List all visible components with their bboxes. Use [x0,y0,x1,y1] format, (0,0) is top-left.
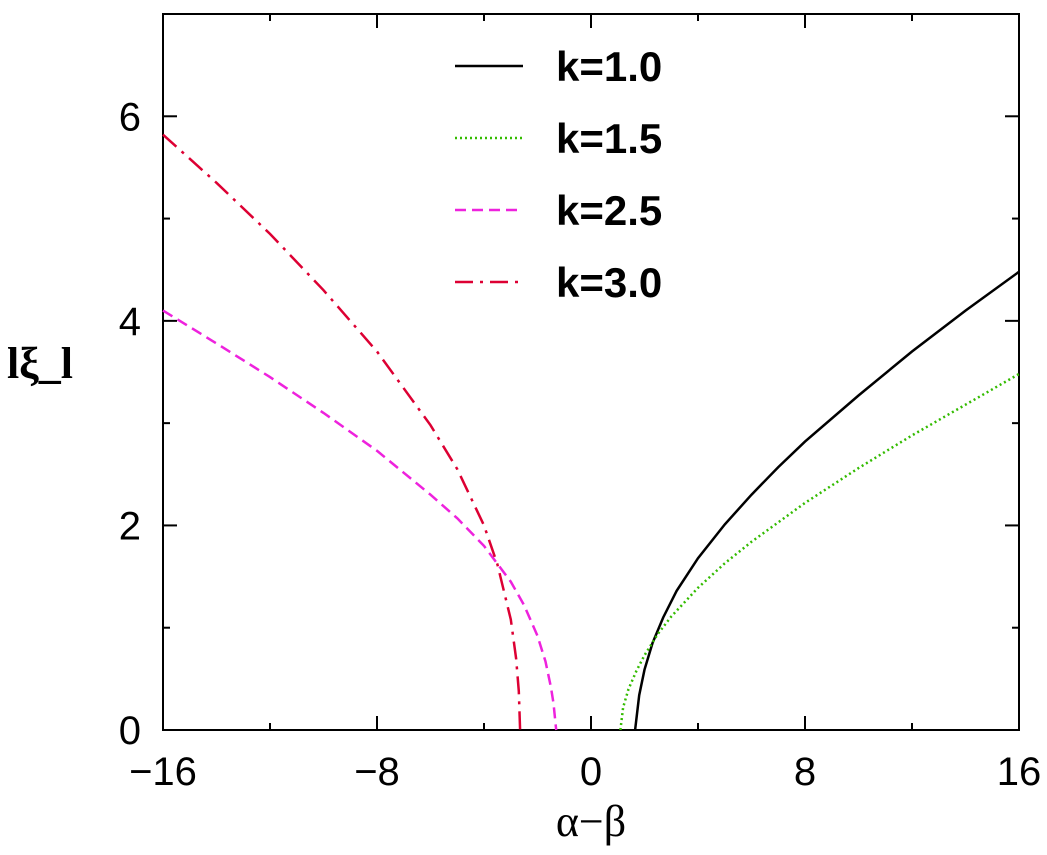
series-line-1 [633,270,1020,731]
axis-ticks [162,13,1020,731]
series-line-2 [619,372,1020,731]
y-tick-label: 2 [119,504,141,548]
series-line-4 [162,133,522,731]
tick-labels: −16 −8 0 8 16 0 2 4 6 [119,95,1042,794]
x-tick-label: 0 [580,750,602,794]
y-tick-label: 6 [119,95,141,139]
legend-label: k=2.5 [556,187,662,234]
x-axis-label: α−β [556,797,626,846]
legend-label: k=1.5 [556,115,662,162]
x-tick-label: 8 [794,750,816,794]
x-tick-label: −16 [129,750,197,794]
y-axis-label: lξ_l [7,339,73,388]
x-tick-label: −8 [354,750,400,794]
y-tick-label: 0 [119,709,141,753]
plot-area [162,13,1020,731]
legend-label: k=3.0 [556,259,662,306]
series-lines [162,133,1020,731]
x-tick-label: 16 [997,750,1042,794]
series-line-3 [162,309,558,731]
y-tick-label: 4 [119,300,141,344]
legend-label: k=1.0 [556,43,662,90]
legend: k=1.0 k=1.5 k=2.5 k=3.0 [455,43,662,306]
